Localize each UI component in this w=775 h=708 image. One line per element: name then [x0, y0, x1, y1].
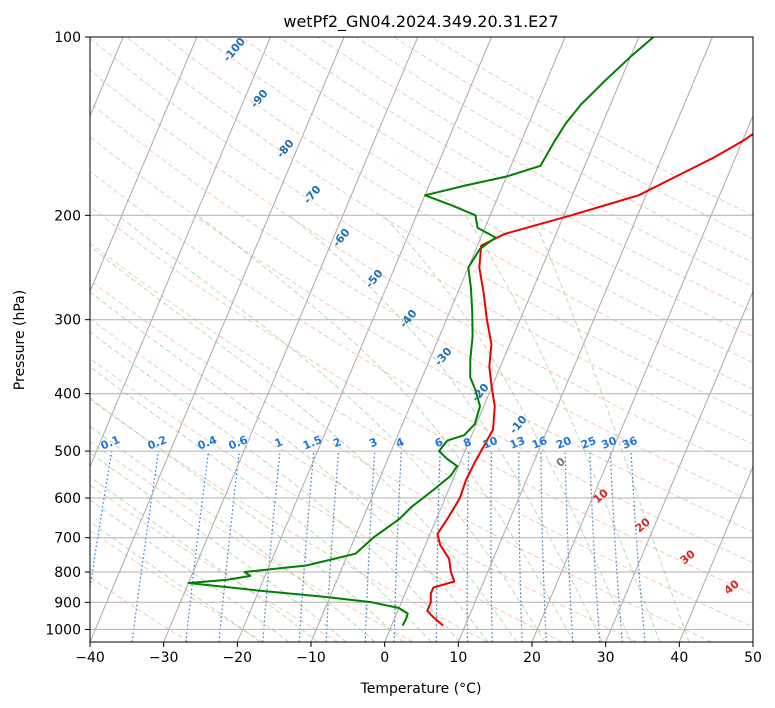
- plot-frame: [89, 36, 754, 643]
- background-lines: [90, 37, 753, 642]
- mixing-ratio-label: 30: [599, 434, 618, 452]
- x-tick-label: 0: [380, 650, 389, 666]
- moist-adiabat-line: [197, 214, 575, 642]
- dry-adiabat-line: [431, 37, 753, 217]
- x-tick-label: 20: [523, 650, 541, 666]
- isotherm-line: [678, 465, 753, 642]
- x-axis-label: Temperature (°C): [360, 681, 482, 697]
- dry-adiabat-line: [90, 205, 753, 595]
- isotherm-line: [163, 37, 419, 642]
- y-axis-ticks: 100 200 300 400 500 600 700 800 900 1000: [45, 30, 90, 638]
- isotherm-line: [605, 289, 753, 642]
- y-tick-label: 800: [54, 565, 81, 581]
- dry-adiabat-line: [279, 37, 753, 313]
- x-tick-label: −40: [75, 650, 105, 666]
- dry-adiabat-line: [90, 318, 638, 642]
- isotherm-line: [384, 37, 640, 642]
- moist-adiabat-line: [90, 291, 489, 642]
- mixing-ratio-label: 10: [481, 434, 500, 452]
- y-axis-label: Pressure (hPa): [12, 290, 28, 390]
- isotherm-line: [531, 114, 753, 642]
- mixing-ratio-label: 20: [554, 434, 573, 452]
- dry-adiabat-line: [202, 37, 753, 364]
- mixing-ratio-label: 13: [508, 434, 527, 452]
- moist-adiabat-line: [288, 214, 603, 642]
- dry-adiabat-line: [90, 440, 414, 642]
- moist-adiabat-line: [90, 476, 319, 642]
- y-tick-label: 400: [54, 387, 81, 403]
- x-tick-label: −10: [296, 650, 326, 666]
- mixing-ratio-label: 3: [367, 435, 379, 450]
- y-tick-label: 200: [54, 208, 81, 224]
- dry-adiabat-line: [90, 170, 753, 564]
- x-tick-label: 50: [744, 650, 762, 666]
- dry-adiabat-line: [240, 37, 753, 338]
- mixing-ratio-label: 36: [620, 434, 639, 452]
- mixing-ratio-line: [90, 451, 113, 592]
- moist-adiabat-line: [90, 425, 376, 642]
- mixing-ratio-line: [185, 451, 210, 642]
- mixing-ratio-label: 1: [273, 435, 285, 450]
- dry-adiabat-line: [90, 37, 753, 445]
- mixing-ratio-label: 2: [331, 435, 343, 450]
- mixing-ratio-label: 8: [461, 435, 473, 450]
- moist-adiabat-line: [90, 451, 347, 642]
- isotherm-line: [457, 37, 713, 642]
- x-tick-label: −30: [149, 650, 179, 666]
- moist-adiabat-line: [464, 215, 661, 642]
- chart-title: wetPf2_GN04.2024.349.20.31.E27: [283, 12, 558, 32]
- dewpoint-line: [187, 37, 655, 627]
- dry-adiabat-line: [90, 136, 753, 533]
- isotherm-line: [310, 37, 566, 642]
- mixing-ratio-line: [131, 451, 160, 642]
- x-tick-label: −20: [223, 650, 253, 666]
- x-axis-ticks: −40 −30 −20 −10 0 10 20 30 40 50: [75, 642, 762, 666]
- temperature-line: [426, 132, 753, 627]
- dry-adiabat-line: [355, 37, 753, 264]
- dry-adiabat-line: [90, 242, 753, 628]
- y-tick-label: 700: [54, 531, 81, 547]
- y-tick-label: 600: [54, 491, 81, 507]
- moist-adiabat-line: [531, 215, 690, 642]
- dry-adiabat-line: [90, 279, 712, 642]
- isotherm-line: [90, 37, 345, 642]
- y-tick-label: 300: [54, 313, 81, 329]
- mixing-ratio-label: 16: [530, 434, 549, 452]
- dry-adiabat-line: [164, 37, 753, 390]
- moist-adiabat-line: [90, 397, 404, 642]
- y-tick-label: 100: [54, 30, 81, 46]
- dry-adiabat-line: [90, 484, 339, 642]
- moist-adiabat-line: [90, 331, 461, 642]
- isotherm-line: [90, 37, 198, 293]
- y-tick-label: 900: [54, 595, 81, 611]
- mixing-ratio-label: 25: [579, 434, 598, 452]
- dry-adiabat-line: [90, 69, 753, 474]
- isotherm-line: [90, 37, 271, 468]
- moist-adiabat-line: [90, 521, 261, 642]
- series-layer: [187, 37, 753, 627]
- isotherm-line: [236, 37, 492, 642]
- dry-adiabat-line: [393, 37, 753, 240]
- dry-adiabat-line: [90, 529, 264, 642]
- y-tick-label: 500: [54, 444, 81, 460]
- x-tick-label: 30: [597, 650, 615, 666]
- y-tick-label: 1000: [45, 622, 81, 638]
- x-tick-label: 10: [449, 650, 467, 666]
- x-tick-label: 40: [670, 650, 688, 666]
- moist-adiabat-line: [382, 214, 632, 642]
